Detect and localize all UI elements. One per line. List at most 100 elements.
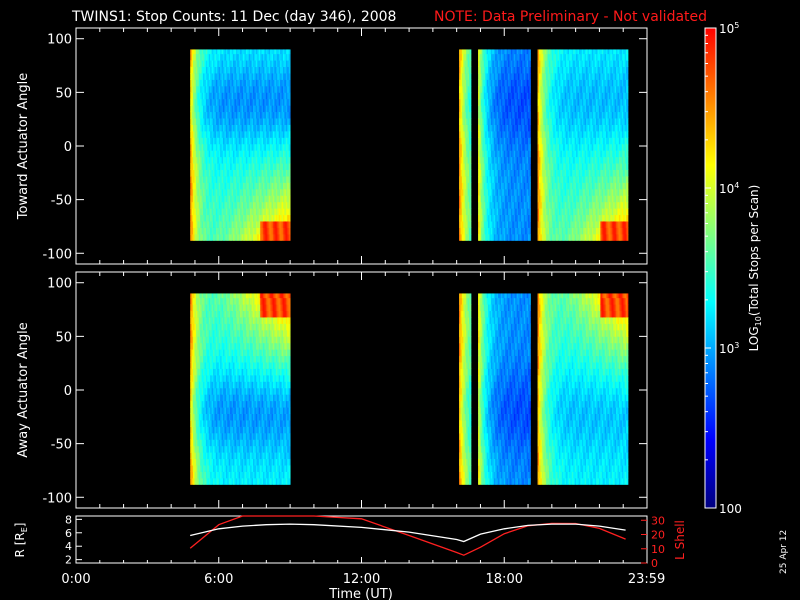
heatmap-cell <box>520 60 523 68</box>
heatmap-cell <box>237 227 240 235</box>
heatmap-cell <box>510 163 513 170</box>
heatmap-cell <box>214 233 217 241</box>
heatmap-cell <box>278 137 281 145</box>
heatmap-cell <box>498 49 500 55</box>
heatmap-cell <box>606 227 608 235</box>
heatmap-cell <box>482 79 485 87</box>
heatmap-cell <box>584 233 587 241</box>
heatmap-cell <box>223 176 225 183</box>
heatmap-cell <box>193 182 195 190</box>
heatmap-cell <box>502 163 505 170</box>
heatmap-cell <box>277 111 280 119</box>
heatmap-cell <box>557 118 560 125</box>
heatmap-cell <box>285 53 288 61</box>
heatmap-cell <box>197 53 200 61</box>
heatmap-cell <box>190 73 193 80</box>
heatmap-cell <box>558 53 561 61</box>
heatmap-cell <box>519 111 522 119</box>
heatmap-cell <box>459 130 461 138</box>
heatmap-cell <box>510 208 513 216</box>
heatmap-cell <box>546 188 548 196</box>
heatmap-cell <box>198 66 201 74</box>
heatmap-cell <box>488 182 490 190</box>
heatmap-cell <box>490 49 493 55</box>
heatmap-cell <box>493 79 496 87</box>
heatmap-cell <box>586 73 588 80</box>
heatmap-cell <box>587 53 590 61</box>
heatmap-cell <box>478 143 480 151</box>
heatmap-cell <box>287 233 290 241</box>
heatmap-cell <box>603 233 606 241</box>
heatmap-cell <box>586 182 588 190</box>
heatmap-cell <box>573 49 576 55</box>
heatmap-cell <box>284 49 287 55</box>
heatmap-cell <box>558 233 561 241</box>
heatmap-cell <box>597 111 600 119</box>
heatmap-cell <box>482 111 485 119</box>
heatmap-cell <box>260 208 262 216</box>
heatmap-cell <box>513 130 516 138</box>
heatmap-cell <box>227 92 230 100</box>
heatmap-cell <box>245 214 248 222</box>
heatmap-cell <box>198 214 201 222</box>
heatmap-cell <box>538 182 541 190</box>
heatmap-cell <box>500 111 503 119</box>
heatmap-cell <box>198 73 201 80</box>
heatmap-cell <box>601 137 604 145</box>
heatmap-cell <box>263 221 265 228</box>
heatmap-cell <box>281 227 284 235</box>
heatmap-cell <box>604 201 607 209</box>
heatmap-cell <box>519 137 522 145</box>
heatmap-cell <box>577 60 580 68</box>
heatmap-cell <box>520 221 523 228</box>
heatmap-cell <box>566 66 568 74</box>
heatmap-cell <box>495 49 498 55</box>
heatmap-cell <box>584 60 587 68</box>
heatmap-cell <box>546 150 548 158</box>
heatmap-cell <box>537 60 540 68</box>
heatmap-cell <box>563 111 566 119</box>
heatmap-cell <box>255 150 258 158</box>
heatmap-cell <box>190 124 193 132</box>
heatmap-cell <box>523 208 526 216</box>
heatmap-cell <box>606 163 608 170</box>
heatmap-cell <box>508 79 510 87</box>
heatmap-cell <box>596 137 598 145</box>
heatmap-cell <box>225 169 228 177</box>
heatmap-cell <box>464 73 467 80</box>
heatmap-cell <box>492 85 495 93</box>
heatmap-cell <box>537 105 540 113</box>
heatmap-cell <box>205 98 208 106</box>
heatmap-cell <box>529 156 531 164</box>
heatmap-cell <box>482 85 485 93</box>
heatmap-cell <box>467 98 470 106</box>
heatmap-cell <box>544 143 547 151</box>
heatmap-cell <box>581 98 584 106</box>
heatmap-cell <box>478 163 480 170</box>
heatmap-cell <box>224 169 227 177</box>
heatmap-cell <box>200 169 203 177</box>
heatmap-cell <box>495 156 498 164</box>
heatmap-cell <box>231 208 234 216</box>
heatmap-cell <box>281 111 284 119</box>
heatmap-cell <box>218 188 221 196</box>
heatmap-cell <box>263 201 265 209</box>
heatmap-cell <box>498 143 500 151</box>
heatmap-cell <box>528 150 530 158</box>
heatmap-cell <box>469 98 471 106</box>
heatmap-cell <box>576 150 578 158</box>
heatmap-cell <box>493 66 496 74</box>
heatmap-cell <box>571 208 574 216</box>
heatmap-cell <box>253 195 255 203</box>
heatmap-cell <box>601 73 604 80</box>
heatmap-cell <box>463 227 466 235</box>
heatmap-cell <box>554 188 557 196</box>
heatmap-cell <box>600 182 603 190</box>
heatmap-cell <box>257 66 260 74</box>
heatmap-cell <box>513 163 516 170</box>
heatmap-cell <box>200 233 203 241</box>
heatmap-cell <box>546 143 548 151</box>
heatmap-cell <box>505 227 508 235</box>
heatmap-cell <box>264 73 267 80</box>
heatmap-cell <box>548 163 551 170</box>
